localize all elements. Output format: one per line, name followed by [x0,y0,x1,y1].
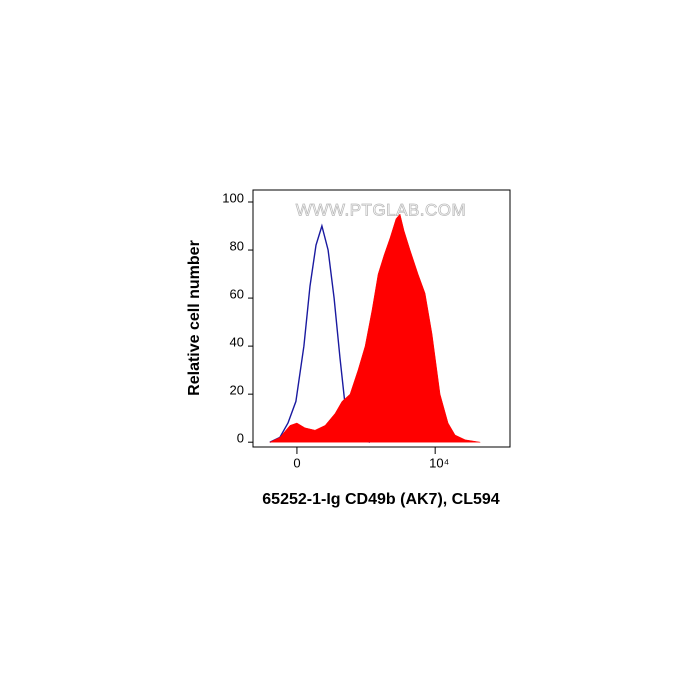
plot-frame [252,189,511,448]
x-tick-label: 0 [293,455,300,470]
y-tick-label: 100 [222,190,244,205]
y-tick-label: 80 [230,238,244,253]
y-tick-label: 60 [230,287,244,302]
y-tick-label: 0 [237,431,244,446]
x-tick-label: 10⁴ [429,455,449,470]
histogram-area [269,213,481,443]
x-axis-title: 65252-1-Ig CD49b (AK7), CL594 [262,491,500,508]
y-axis-title: Relative cell number [186,240,203,396]
y-tick-label: 20 [230,383,244,398]
watermark: WWW.PTGLAB.COM [296,200,466,219]
y-tick-label: 40 [230,335,244,350]
